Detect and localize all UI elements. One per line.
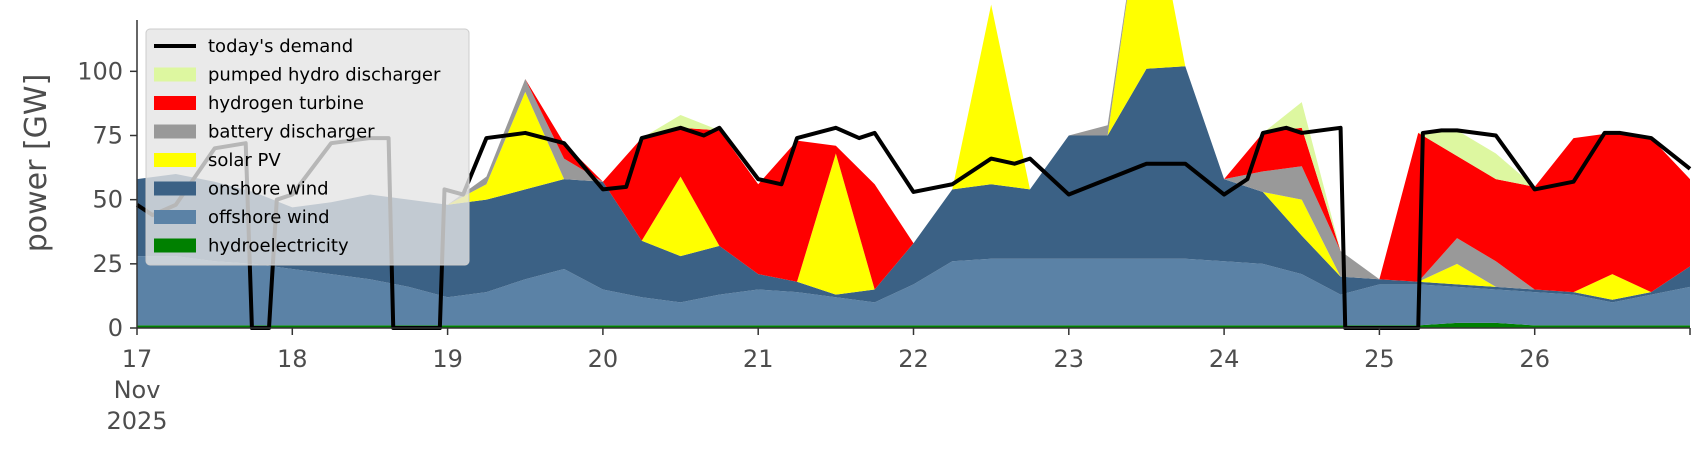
legend-label: battery discharger: [208, 122, 375, 143]
x-tick-label: 2025: [106, 407, 167, 435]
area-hydroelectricity: [137, 322, 1690, 328]
x-tick-label: 26: [1519, 345, 1550, 373]
x-tick-label: 22: [898, 345, 929, 373]
legend-swatch: [154, 153, 196, 167]
area-offshore-wind: [137, 256, 1690, 326]
x-tick-label: 20: [588, 345, 619, 373]
y-tick-label: 75: [92, 122, 123, 150]
x-tick-label: 18: [277, 345, 308, 373]
x-tick-label: 21: [743, 345, 774, 373]
area-hydrogen-turbine: [137, 0, 1690, 293]
x-tick-label: 19: [432, 345, 463, 373]
y-axis: 0 25 50 75 100: [77, 20, 138, 342]
legend-label: onshore wind: [208, 179, 329, 200]
stacked-areas: [137, 0, 1690, 328]
legend-label: pumped hydro discharger: [208, 65, 441, 86]
y-axis-title: power [GW]: [19, 74, 54, 253]
x-axis: 17 Nov 2025 18 19 20 21 22 23 24 25 26: [106, 327, 1691, 435]
legend: today's demand pumped hydro discharger hyd…: [145, 28, 470, 266]
x-tick-label: Nov: [114, 376, 161, 404]
legend-swatch: [154, 124, 196, 139]
legend-swatch: [154, 96, 196, 110]
legend-box: [145, 28, 470, 266]
area-solar-pv: [137, 0, 1690, 300]
legend-swatch: [154, 181, 196, 196]
y-tick-label: 0: [108, 314, 123, 342]
legend-label: hydroelectricity: [208, 236, 349, 257]
area-onshore-wind: [137, 66, 1690, 303]
legend-label: hydrogen turbine: [208, 93, 364, 114]
x-tick-label: 23: [1054, 345, 1085, 373]
x-tick-label: 17: [122, 345, 153, 373]
legend-label: today's demand: [208, 36, 353, 57]
y-tick-label: 25: [92, 250, 123, 278]
legend-label: offshore wind: [208, 207, 330, 228]
legend-swatch: [154, 67, 196, 82]
legend-swatch: [154, 210, 196, 224]
x-tick-label: 24: [1209, 345, 1240, 373]
y-tick-label: 50: [92, 186, 123, 214]
legend-swatch: [154, 238, 196, 253]
y-tick-label: 100: [77, 57, 123, 85]
legend-label: solar PV: [208, 150, 281, 171]
x-tick-label: 25: [1364, 345, 1395, 373]
